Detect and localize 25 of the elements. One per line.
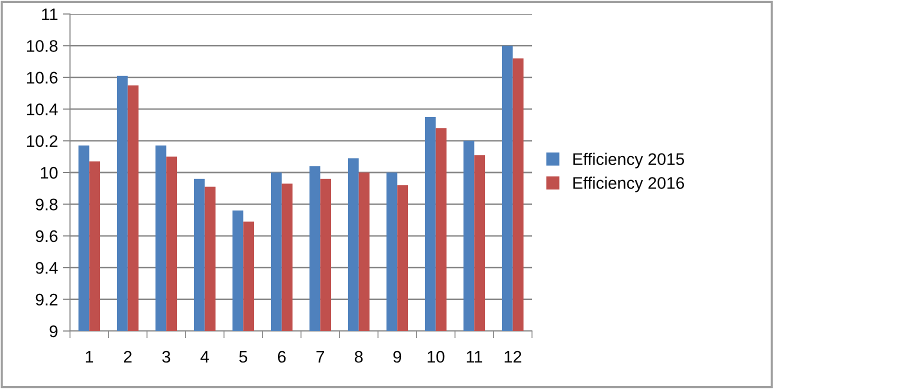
legend-label: Efficiency 2016	[573, 176, 684, 192]
x-tick-label: 1	[86, 351, 94, 363]
y-tick-label: 9.2	[36, 294, 58, 306]
y-tick-label: 10.8	[27, 40, 58, 52]
y-tick-label: 9.6	[36, 230, 58, 242]
x-tick-label: 8	[354, 350, 363, 363]
y-tick-label: 11	[42, 8, 58, 20]
x-tick-label: 9	[393, 350, 402, 363]
x-tick-label: 7	[316, 351, 324, 363]
x-tick-label: 5	[239, 351, 248, 363]
y-tick-label: 9.8	[36, 198, 58, 210]
x-tick-label: 10	[428, 350, 444, 363]
y-tick-label: 10.2	[27, 135, 58, 148]
legend-label: Efficiency 2015	[573, 152, 684, 168]
y-tick-label: 10	[40, 166, 58, 179]
x-tick-label: 3	[162, 350, 170, 363]
x-tick-label: 6	[278, 350, 286, 363]
x-tick-label: 12	[504, 350, 522, 363]
y-tick-label: 10.6	[27, 72, 58, 84]
x-tick-label: 2	[124, 350, 132, 363]
y-tick-label: 9	[50, 325, 58, 338]
x-tick-label: 4	[200, 351, 209, 363]
y-tick-label: 10.4	[27, 104, 58, 116]
y-tick-label: 9.4	[36, 262, 58, 274]
x-tick-label: 11	[466, 351, 482, 363]
